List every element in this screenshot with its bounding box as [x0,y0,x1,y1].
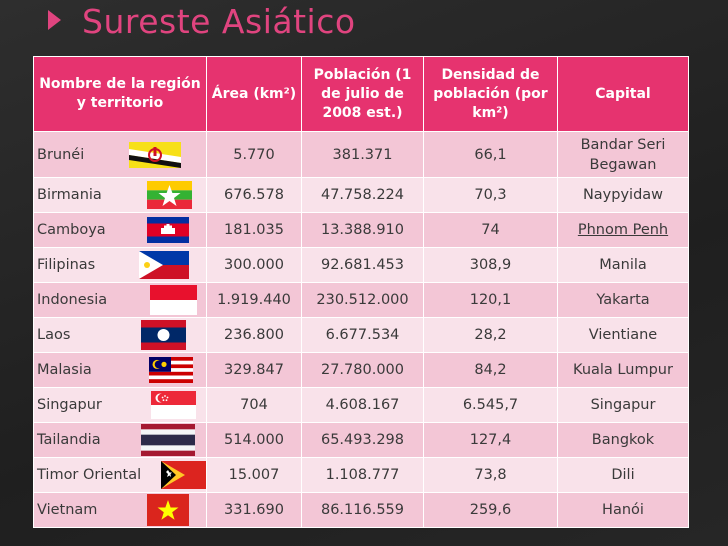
table-row: Singapur 704 4.608.167 6.545,7 Singapur [33,387,689,423]
table-row: Timor Oriental 15.007 1.108.777 73,8 Dil… [33,457,689,493]
country-name: Indonesia [37,292,108,308]
singapore-flag-icon [151,391,196,419]
table-row: Camboya 181.035 13.388.910 74 Phnom Penh [33,212,689,248]
east-timor-flag-icon [161,461,206,489]
area-cell: 300.000 [206,247,302,283]
area-cell: 1.919.440 [206,282,302,318]
population-cell: 4.608.167 [301,387,424,423]
header-population: Población (1 de julio de 2008 est.) [301,56,424,132]
myanmar-flag-icon [147,181,192,209]
capital-cell: Naypyidaw [557,177,689,213]
density-cell: 308,9 [423,247,558,283]
header-density: Densidad de población (por km²) [423,56,558,132]
density-cell: 84,2 [423,352,558,388]
area-cell: 5.770 [206,131,302,178]
capital-cell: Manila [557,247,689,283]
table-row: Vietnam 331.690 86.116.559 259,6 Hanói [33,492,689,528]
area-cell: 676.578 [206,177,302,213]
country-name: Tailandia [37,432,101,448]
capital-cell: Phnom Penh [557,212,689,248]
row-name-cell: Filipinas [33,247,207,283]
population-cell: 381.371 [301,131,424,178]
slide-title: Sureste Asiático [82,2,356,41]
capital-cell: Singapur [557,387,689,423]
density-cell: 74 [423,212,558,248]
density-cell: 28,2 [423,317,558,353]
title-arrow-icon [48,10,61,30]
population-cell: 6.677.534 [301,317,424,353]
row-name-cell: Vietnam [33,492,207,528]
area-cell: 181.035 [206,212,302,248]
cambodia-flag-icon [147,217,189,243]
brunei-flag-icon [129,141,181,168]
vietnam-flag-icon [147,494,189,526]
row-name-cell: Tailandia [33,422,207,458]
capital-link[interactable]: Phnom Penh [577,222,669,238]
philippines-flag-icon [139,251,189,279]
population-cell: 13.388.910 [301,212,424,248]
capital-cell: Kuala Lumpur [557,352,689,388]
population-cell: 230.512.000 [301,282,424,318]
population-cell: 47.758.224 [301,177,424,213]
indonesia-flag-icon [150,285,197,315]
population-cell: 92.681.453 [301,247,424,283]
area-cell: 329.847 [206,352,302,388]
header-area: Área (km²) [206,56,302,132]
table-row: Indonesia 1.919.440 230.512.000 120,1 Ya… [33,282,689,318]
row-name-cell: Laos [33,317,207,353]
header-capital: Capital [557,56,689,132]
area-cell: 236.800 [206,317,302,353]
row-name-cell: Timor Oriental [33,457,207,493]
density-cell: 6.545,7 [423,387,558,423]
area-cell: 331.690 [206,492,302,528]
country-name: Birmania [37,187,102,203]
area-cell: 514.000 [206,422,302,458]
density-cell: 259,6 [423,492,558,528]
table-row: Tailandia 514.000 65.493.298 127,4 Bangk… [33,422,689,458]
country-name: Singapur [37,397,102,413]
capital-cell: Hanói [557,492,689,528]
thailand-flag-icon [141,424,195,456]
country-name: Vietnam [37,502,98,518]
area-cell: 704 [206,387,302,423]
density-cell: 70,3 [423,177,558,213]
table-header-row: Nombre de la región y territorio Área (k… [33,56,689,132]
row-name-cell: Malasia [33,352,207,388]
table-row: Birmania 676.578 47.758.224 70,3 Naypyid… [33,177,689,213]
malaysia-flag-icon [149,357,193,383]
row-name-cell: Birmania [33,177,207,213]
density-cell: 127,4 [423,422,558,458]
density-cell: 73,8 [423,457,558,493]
capital-cell: Yakarta [557,282,689,318]
country-name: Brunéi [37,146,85,163]
laos-flag-icon [141,320,186,350]
row-name-cell: Indonesia [33,282,207,318]
country-name: Filipinas [37,257,96,273]
capital-cell: Vientiane [557,317,689,353]
country-name: Laos [37,327,71,343]
row-name-cell: Singapur [33,387,207,423]
country-name: Timor Oriental [37,467,142,483]
population-cell: 1.108.777 [301,457,424,493]
table-row: Malasia 329.847 27.780.000 84,2 Kuala Lu… [33,352,689,388]
table-row: Laos 236.800 6.677.534 28,2 Vientiane [33,317,689,353]
density-cell: 120,1 [423,282,558,318]
table-row: Filipinas 300.000 92.681.453 308,9 Manil… [33,247,689,283]
capital-cell: Dili [557,457,689,493]
population-cell: 65.493.298 [301,422,424,458]
table-row: Brunéi 5.770 381.371 66,1 Bandar Seri Be… [33,131,689,178]
population-cell: 86.116.559 [301,492,424,528]
area-cell: 15.007 [206,457,302,493]
header-region: Nombre de la región y territorio [33,56,207,132]
density-cell: 66,1 [423,131,558,178]
row-name-cell: Brunéi [33,131,207,178]
row-name-cell: Camboya [33,212,207,248]
country-name: Malasia [37,362,92,378]
population-cell: 27.780.000 [301,352,424,388]
capital-cell: Bangkok [557,422,689,458]
country-name: Camboya [37,222,106,238]
capital-cell: Bandar Seri Begawan [557,131,689,178]
countries-table: Nombre de la región y territorio Área (k… [33,56,689,528]
